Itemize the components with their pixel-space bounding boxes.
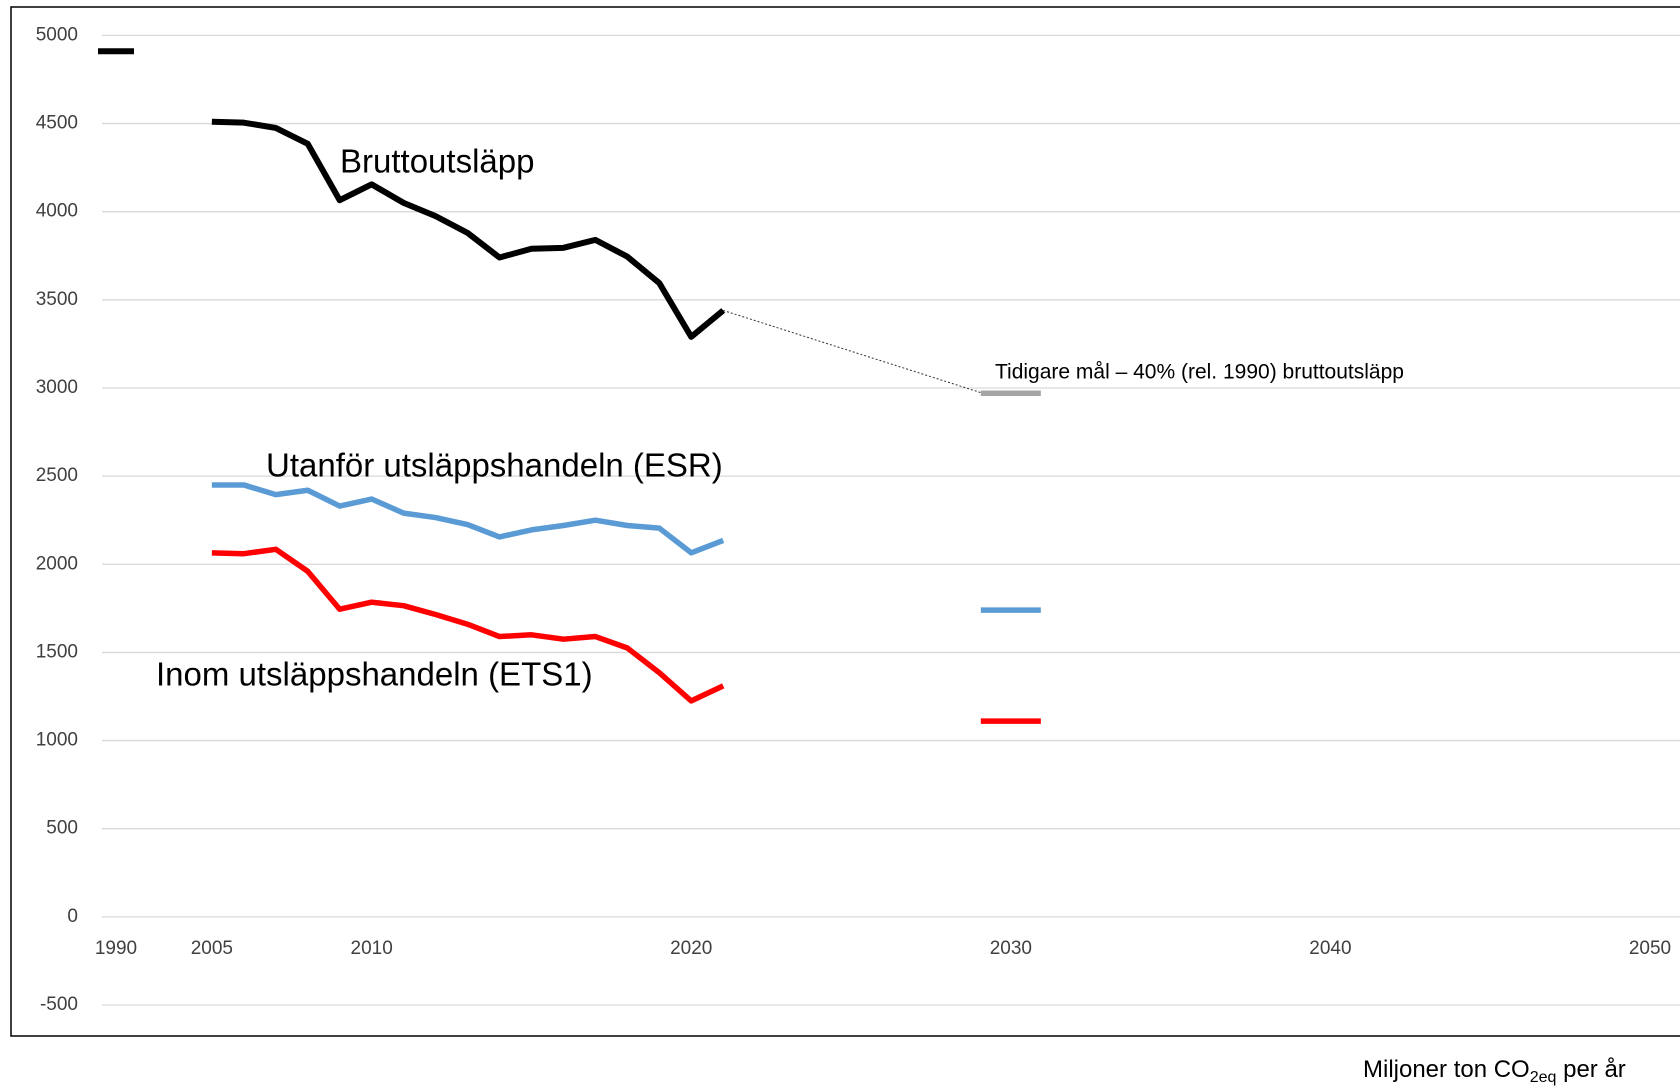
y-tick-label: 5000 xyxy=(36,24,78,45)
x-tick-label: 2050 xyxy=(1629,938,1671,959)
y-tick-label: 1500 xyxy=(36,641,78,662)
y-tick-label: 2500 xyxy=(36,465,78,486)
series-line xyxy=(211,482,725,556)
unit-subscript: 2eq xyxy=(1530,1069,1557,1086)
y-tick-label: 2000 xyxy=(36,553,78,574)
x-tick-label: 2030 xyxy=(990,938,1032,959)
y-tick-label: -500 xyxy=(40,994,78,1015)
chart-frame xyxy=(10,6,1680,1037)
y-tick-label: 3000 xyxy=(36,377,78,398)
connector-line xyxy=(723,309,983,394)
y-tick-label: 1000 xyxy=(36,730,78,751)
series-line xyxy=(211,118,726,340)
y-tick-label: 4500 xyxy=(36,113,78,134)
series-line xyxy=(211,546,725,704)
series-annotation: Utanför utsläppshandeln (ESR) xyxy=(266,447,723,484)
unit-label: Miljoner ton CO2eq per år xyxy=(1363,1056,1626,1086)
y-tick-label: 3500 xyxy=(36,289,78,310)
series-annotation: Tidigare mål – 40% (rel. 1990) bruttouts… xyxy=(995,361,1404,384)
series-annotation: Inom utsläppshandeln (ETS1) xyxy=(156,656,593,693)
y-tick-label: 4000 xyxy=(36,201,78,222)
series-annotation: Bruttoutsläpp xyxy=(340,143,534,180)
x-tick-label: 2010 xyxy=(351,938,393,959)
x-tick-label: 2005 xyxy=(191,938,233,959)
x-tick-label: 1990 xyxy=(95,938,137,959)
x-tick-label: 2040 xyxy=(1309,938,1351,959)
unit-text: Miljoner ton CO xyxy=(1363,1056,1530,1083)
y-tick-label: 0 xyxy=(67,906,78,927)
y-tick-label: 500 xyxy=(46,818,78,839)
x-tick-label: 2020 xyxy=(670,938,712,959)
unit-text: per år xyxy=(1556,1056,1625,1083)
